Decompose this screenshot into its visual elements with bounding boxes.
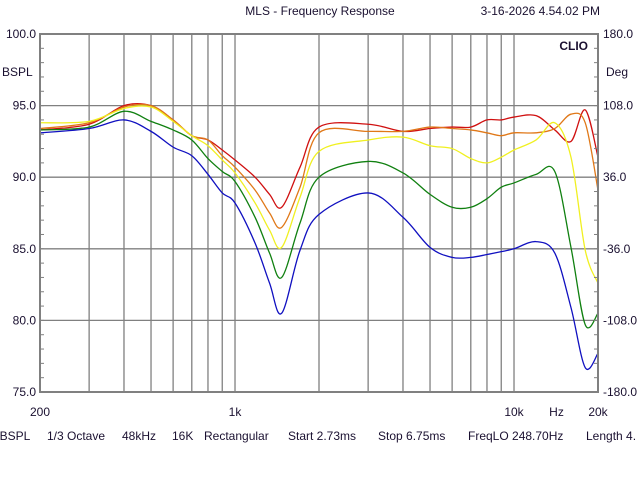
- footer-item: 48kHz: [122, 429, 156, 443]
- footer-item: Stop 6.75ms: [378, 429, 445, 443]
- footer-item: 1/3 Octave: [47, 429, 105, 443]
- y-tick-label: 80.0: [13, 313, 37, 327]
- x-unit-label: Hz: [549, 405, 564, 419]
- footer-item: Length 4.: [586, 429, 636, 443]
- x-tick-label: 10k: [504, 405, 524, 419]
- footer-item: 16K: [172, 429, 193, 443]
- y-tick-label: 100.0: [6, 27, 36, 41]
- axis-labels: 100.0 95.0 90.0 85.0 80.0 75.0 180.0 108.0 36.0 -…: [6, 27, 637, 419]
- y2-tick-label: 36.0: [603, 170, 627, 184]
- y2-tick-label: -108.0: [603, 313, 637, 327]
- footer-item: FreqLO 248.70Hz: [468, 429, 563, 443]
- y2-tick-label: 108.0: [603, 99, 633, 113]
- y2-axis-label: Deg: [606, 65, 628, 79]
- x-tick-label: 1k: [229, 405, 243, 419]
- x-tick-label: 200: [30, 405, 50, 419]
- series-line-orange: [39, 103, 599, 229]
- y2-tick-label: -180.0: [603, 385, 637, 399]
- y-tick-label: 75.0: [13, 385, 37, 399]
- footer-item: Start 2.73ms: [288, 429, 356, 443]
- y-tick-label: 85.0: [13, 242, 37, 256]
- y2-tick-label: 180.0: [603, 27, 633, 41]
- footer-item: Rectangular: [204, 429, 269, 443]
- series-line-blue: [39, 119, 599, 370]
- chart-title: MLS - Frequency Response: [245, 4, 395, 18]
- grid: [40, 34, 598, 392]
- y2-tick-label: -36.0: [603, 242, 631, 256]
- series-line-yellow: [39, 105, 599, 284]
- series-lines: [39, 102, 599, 370]
- y-tick-label: 90.0: [13, 170, 37, 184]
- y-axis-label: BSPL: [2, 65, 33, 79]
- footer-item: dBSPL: [0, 429, 31, 443]
- timestamp: 3-16-2026 4.54.02 PM: [481, 4, 600, 18]
- x-tick-label: 20k: [588, 405, 608, 419]
- axis-ticks: [40, 33, 598, 393]
- series-line-green: [39, 110, 599, 329]
- brand-label: CLIO: [559, 39, 588, 53]
- plot-frame: [39, 33, 599, 393]
- y-tick-label: 95.0: [13, 99, 37, 113]
- footer-info: dBSPL 1/3 Octave 48kHz 16K Rectangular Start …: [0, 429, 636, 443]
